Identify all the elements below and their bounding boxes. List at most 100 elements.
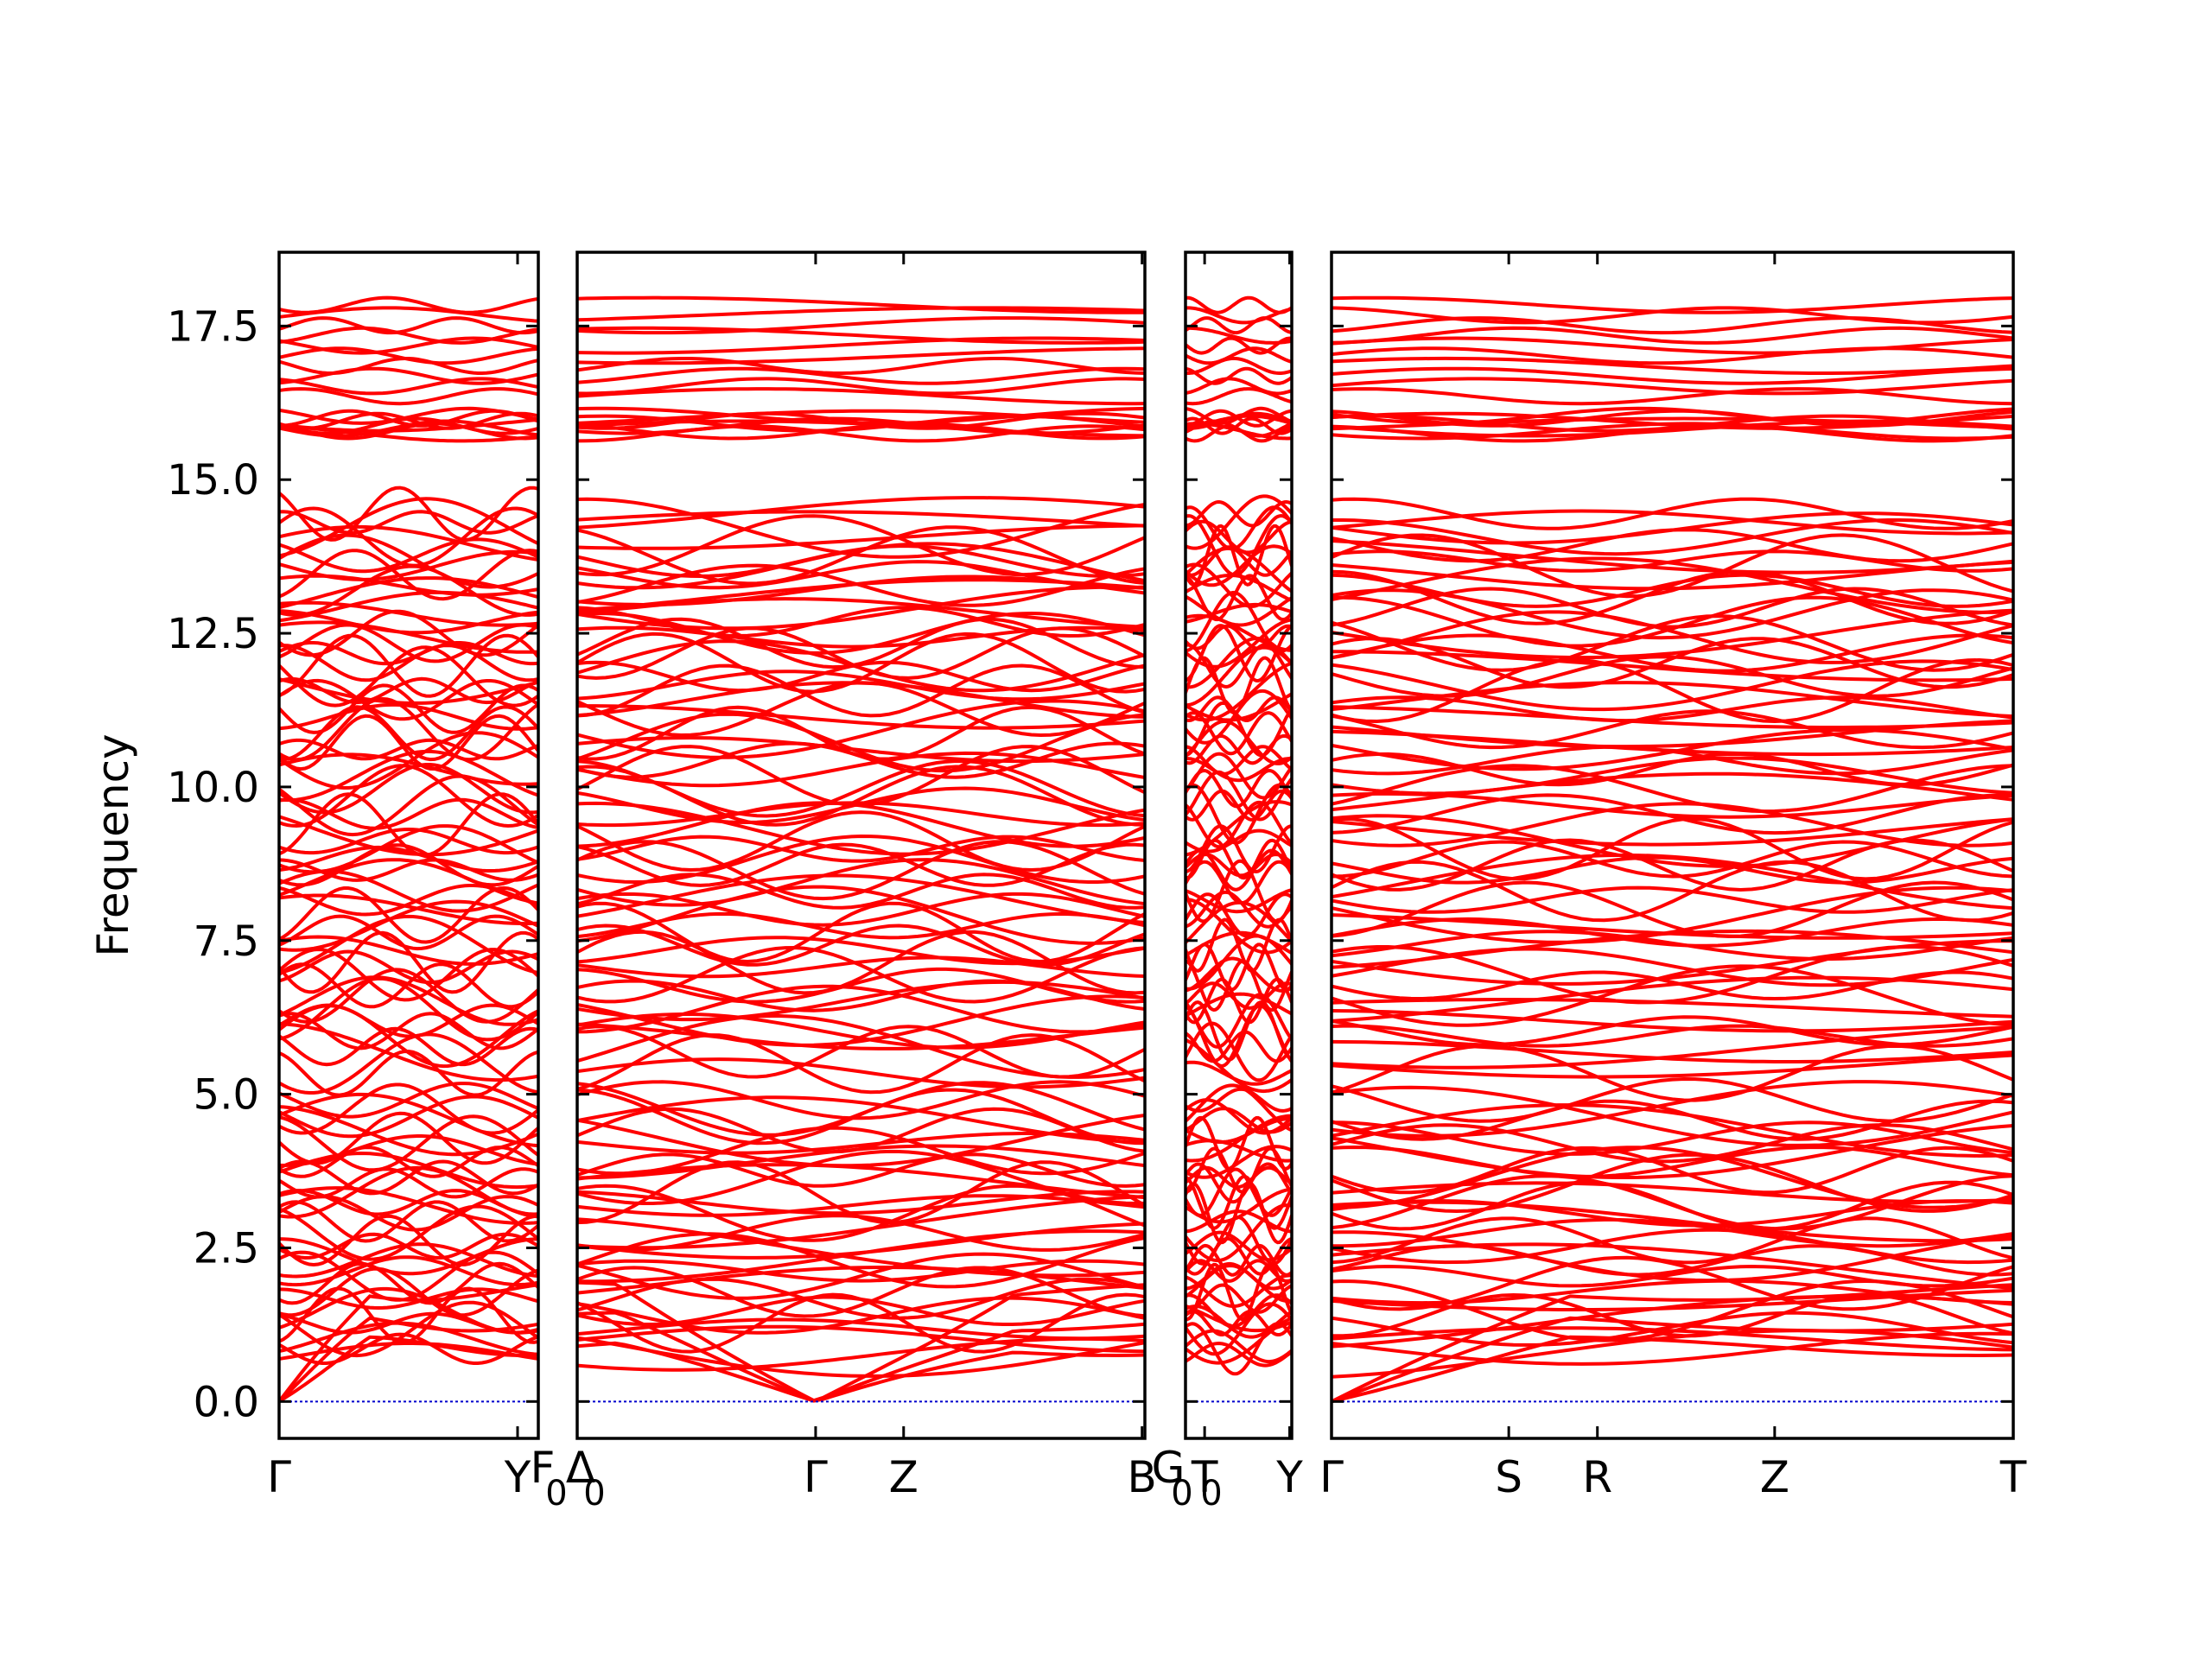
band-line — [1185, 1209, 1292, 1234]
band-line — [577, 924, 1145, 967]
band-line — [1185, 956, 1292, 993]
band-line — [1332, 1076, 2013, 1123]
x-tick-label: T — [1999, 1452, 2027, 1502]
band-line — [577, 366, 1145, 385]
band-line — [1185, 800, 1292, 849]
band-line — [1332, 816, 2013, 881]
y-ticks-group: 0.0 2.5 5.0 7.5 10.0 12.5 15.0 17.5 — [167, 302, 259, 1426]
band-line — [1185, 295, 1292, 314]
band-line — [577, 801, 1145, 856]
band-line — [1332, 533, 2013, 599]
panel-4 — [1330, 251, 2015, 1440]
band-line — [1332, 539, 2013, 574]
band-line — [577, 759, 1145, 818]
band-line — [1185, 745, 1292, 776]
subscript-label: Δ — [566, 1443, 595, 1493]
band-line — [1332, 1009, 2013, 1033]
band-line — [1332, 306, 2013, 325]
y-axis-label: Frequency — [88, 733, 138, 956]
y-tick-label: 15.0 — [167, 456, 259, 505]
band-line — [1332, 1230, 2013, 1283]
band-line — [1332, 1015, 2013, 1047]
band-line — [1332, 880, 2013, 939]
band-line — [577, 901, 1145, 964]
band-line — [279, 1332, 538, 1365]
acoustic-line — [1332, 1316, 2013, 1404]
band-line — [279, 506, 538, 568]
band-line — [1185, 316, 1292, 335]
band-line — [577, 704, 1145, 730]
band-line — [279, 377, 538, 396]
band-line — [577, 1095, 1145, 1145]
band-line — [577, 1081, 1145, 1137]
band-line — [577, 1336, 1145, 1378]
band-line — [1185, 1283, 1292, 1314]
band-line — [1185, 752, 1292, 800]
y-tick-label: 7.5 — [194, 917, 259, 966]
band-line — [577, 810, 1145, 873]
band-line — [1185, 789, 1292, 822]
band-line — [279, 346, 538, 365]
band-line — [279, 947, 538, 1002]
band-line — [1185, 888, 1292, 914]
band-line — [1185, 783, 1292, 845]
band-line — [577, 1190, 1145, 1216]
band-line — [1332, 610, 2013, 664]
band-line — [1332, 1244, 2013, 1277]
band-line — [577, 873, 1145, 910]
band-line — [577, 1222, 1145, 1260]
band-line — [577, 955, 1145, 979]
band-line — [1332, 608, 2013, 660]
band-line — [577, 1195, 1145, 1250]
band-line — [1185, 859, 1292, 924]
band-line — [1332, 1145, 2013, 1178]
band-line — [577, 625, 1145, 649]
band-line — [577, 1057, 1145, 1089]
band-line — [577, 681, 1145, 719]
band-line — [1185, 1259, 1292, 1283]
band-line — [1185, 768, 1292, 809]
band-line — [279, 295, 538, 314]
acoustic-line — [1185, 1304, 1292, 1339]
band-line — [577, 422, 1145, 441]
band-line — [1332, 509, 2013, 536]
panel-2 — [575, 251, 1147, 1440]
band-line — [1332, 595, 2013, 648]
band-line — [1185, 602, 1292, 624]
band-line — [279, 1342, 538, 1361]
x-tick-label: Y — [1275, 1452, 1303, 1502]
band-line — [1332, 1228, 2013, 1265]
band-line — [577, 699, 1145, 759]
band-line — [279, 824, 538, 874]
subscript-label: F — [531, 1443, 556, 1493]
band-line — [1185, 1098, 1292, 1135]
band-line — [577, 858, 1145, 907]
band-line — [279, 524, 538, 562]
band-line — [279, 1095, 538, 1139]
band-line — [1332, 614, 2013, 672]
band-line — [279, 326, 538, 345]
band-line — [1185, 618, 1292, 669]
band-line — [1332, 326, 2013, 345]
band-line — [279, 702, 538, 731]
band-line — [1332, 295, 2013, 314]
band-line — [577, 1295, 1145, 1326]
band-line — [279, 914, 538, 951]
band-line — [1332, 1053, 2013, 1079]
band-line — [1185, 1182, 1292, 1245]
band-line — [1332, 1181, 2013, 1204]
band-line — [279, 976, 538, 1042]
band-line — [279, 549, 538, 581]
band-line — [577, 1126, 1145, 1176]
panel-frame — [1184, 251, 1294, 1440]
band-line — [577, 1149, 1145, 1206]
band-line — [1185, 1230, 1292, 1262]
band-line — [279, 366, 538, 385]
band-line — [279, 1111, 538, 1165]
band-line — [1332, 1080, 2013, 1138]
band-line — [1332, 316, 2013, 335]
band-line — [1185, 1310, 1292, 1336]
band-line — [1185, 499, 1292, 528]
